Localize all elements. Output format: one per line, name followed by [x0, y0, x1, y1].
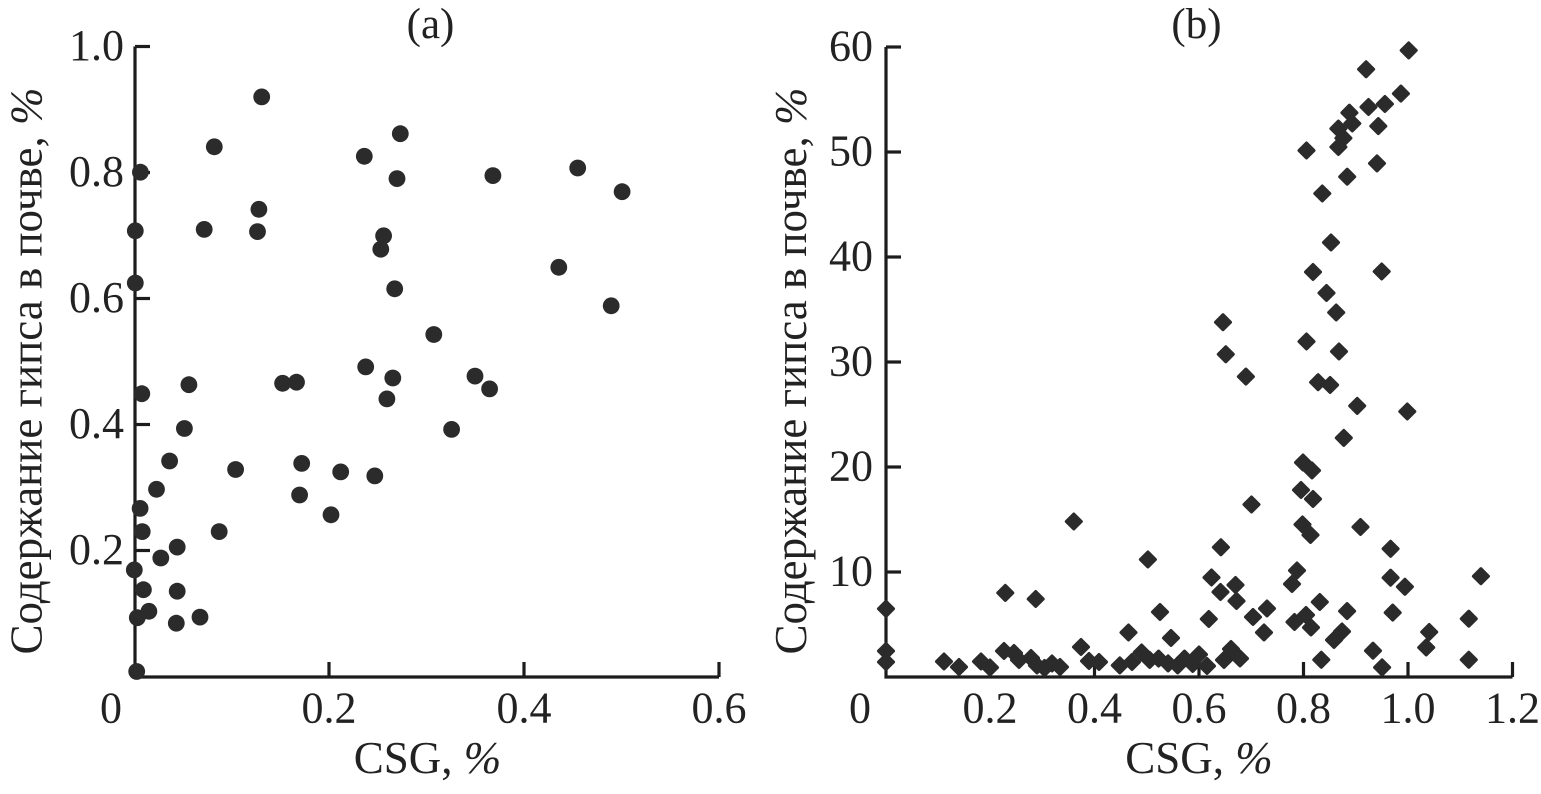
svg-text:0.2: 0.2: [963, 684, 1018, 733]
svg-text:0.6: 0.6: [1172, 684, 1227, 733]
svg-text:0.2: 0.2: [69, 525, 124, 574]
svg-text:0: 0: [849, 684, 871, 733]
svg-text:30: 30: [829, 337, 873, 386]
svg-text:CSG, %: CSG, %: [354, 733, 502, 783]
svg-text:0: 0: [100, 684, 122, 733]
svg-text:CSG, %: CSG, %: [1125, 733, 1273, 783]
svg-text:1.0: 1.0: [69, 21, 124, 70]
svg-text:0.6: 0.6: [69, 273, 124, 322]
svg-text:20: 20: [829, 442, 873, 491]
svg-text:0.4: 0.4: [69, 399, 124, 448]
svg-text:0.2: 0.2: [302, 684, 357, 733]
svg-text:10: 10: [829, 547, 873, 596]
svg-text:0.6: 0.6: [692, 684, 747, 733]
svg-text:(a): (a): [407, 1, 455, 48]
svg-text:0.8: 0.8: [1276, 684, 1331, 733]
svg-text:60: 60: [829, 22, 873, 71]
svg-text:0.4: 0.4: [497, 684, 552, 733]
svg-text:50: 50: [829, 127, 873, 176]
svg-text:Содержание гипса в почве, %: Содержание гипса в почве, %: [2, 88, 52, 655]
svg-text:40: 40: [829, 232, 873, 281]
svg-text:1.2: 1.2: [1485, 684, 1540, 733]
svg-text:(b): (b): [1171, 1, 1221, 48]
svg-text:Содержание гипса в почве, %: Содержание гипса в почве, %: [766, 88, 816, 655]
svg-text:0.8: 0.8: [69, 147, 124, 196]
svg-text:0.4: 0.4: [1067, 684, 1122, 733]
svg-text:1.0: 1.0: [1381, 684, 1436, 733]
